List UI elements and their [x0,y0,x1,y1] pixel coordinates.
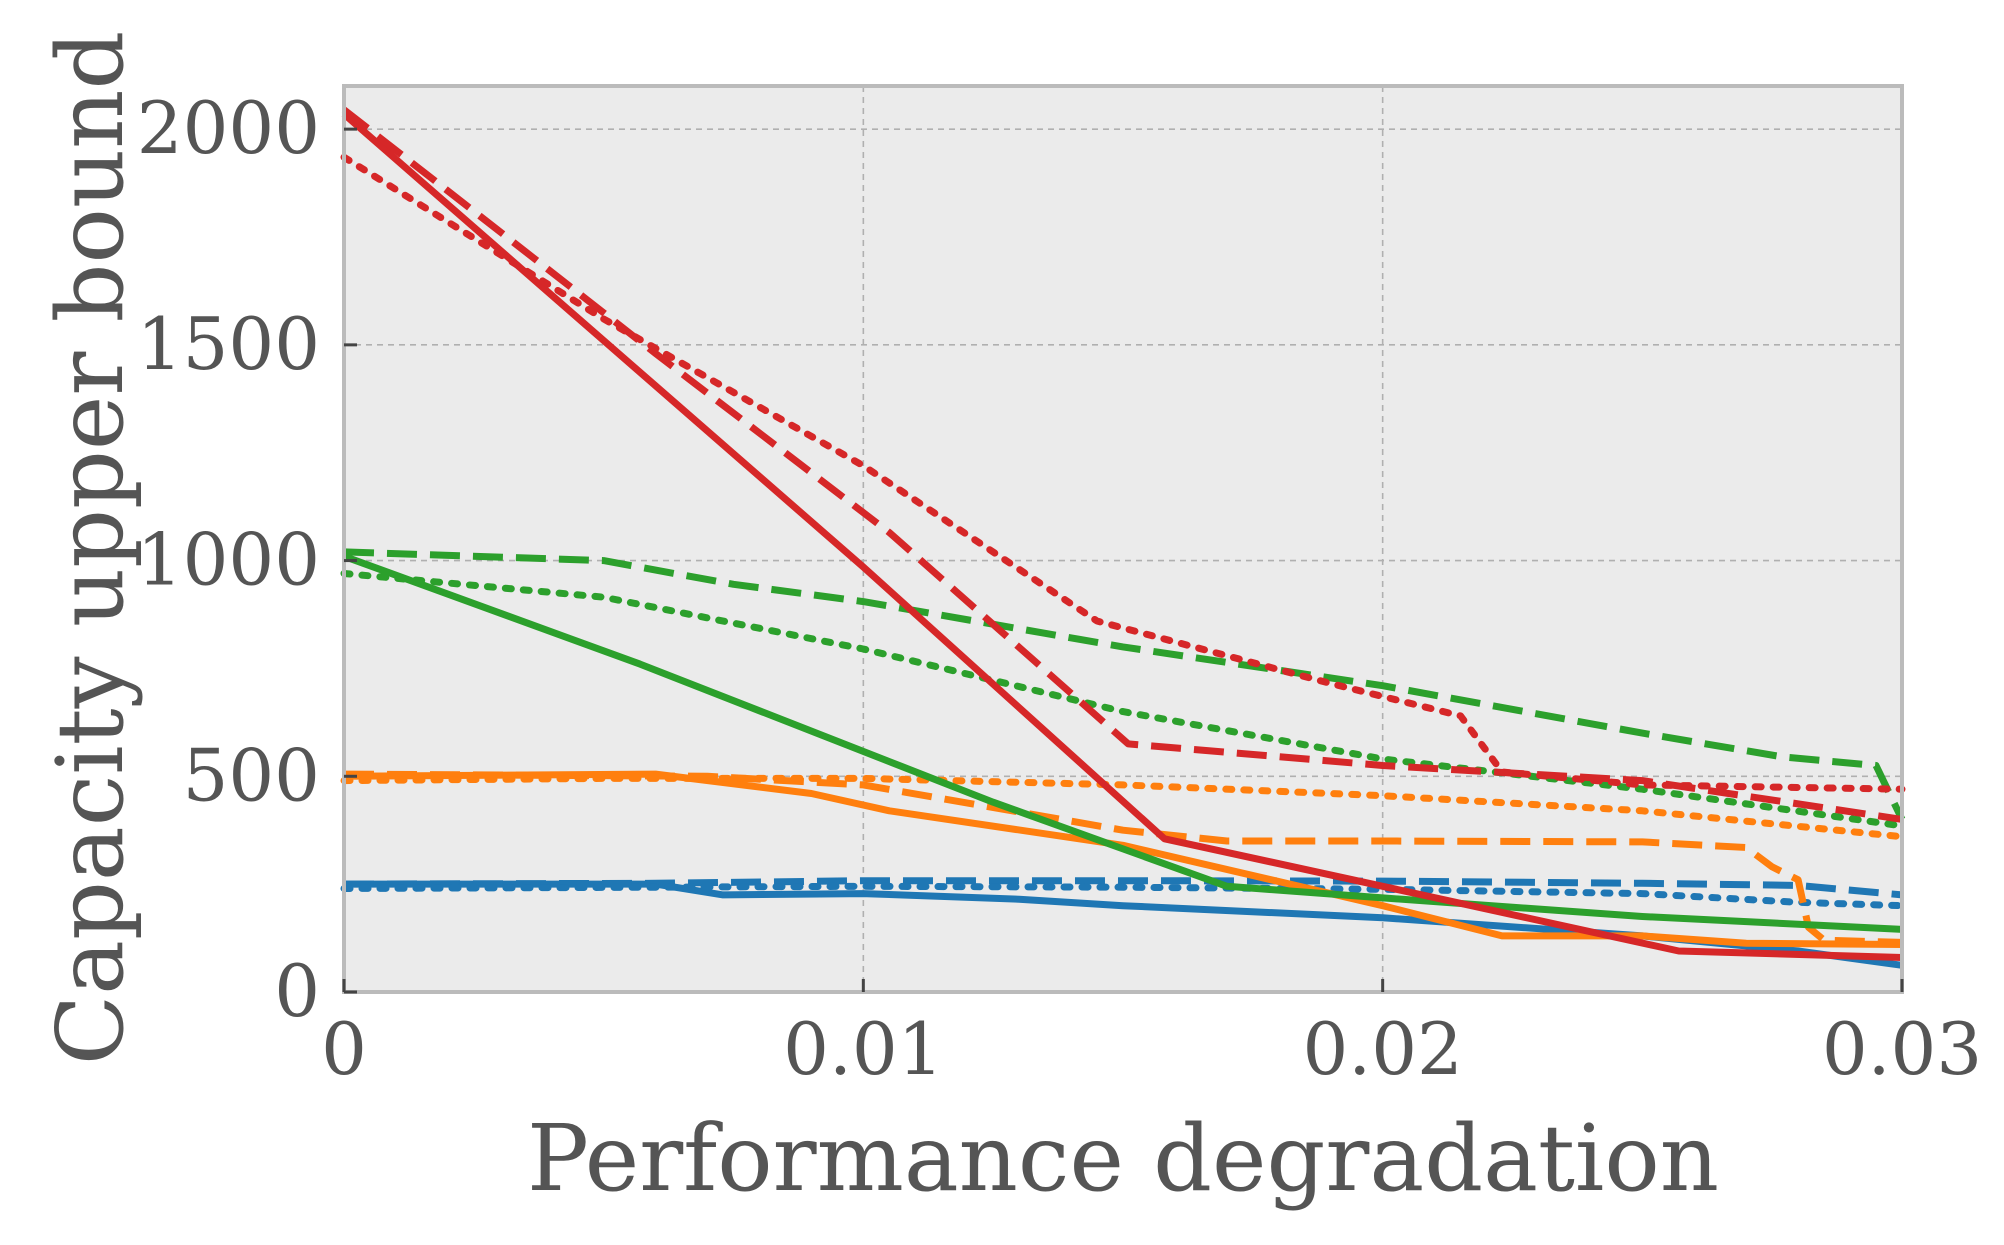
series-line-blue-dashed [343,877,1903,899]
x-tick-label: 0.01 [783,1007,943,1091]
x-axis-label: Performance degradation [527,1105,1719,1212]
series-line-orange-dotted [340,774,1906,841]
series-group [340,106,1906,969]
y-tick-label: 500 [183,733,320,817]
series-line-green-dotted [340,570,1906,830]
series-line-red-dashed [341,106,1903,823]
y-tick-label: 0 [274,949,320,1033]
plot-background [344,86,1902,992]
series-line-red-dotted [340,153,1906,793]
x-tick-label: 0.03 [1822,1007,1982,1091]
ticks: 0 0.01 0.02 0.03 0 500 1000 1500 2000 [137,86,1982,1091]
y-tick-label: 1000 [137,518,320,602]
x-tick-label: 0.02 [1303,1007,1463,1091]
series-line-orange-solid [343,770,1903,948]
y-tick-label: 1500 [137,302,320,386]
y-tick-label: 2000 [137,86,320,170]
grid [344,86,1902,992]
series-line-red-solid [341,111,1903,961]
series-line-green-solid [342,553,1903,933]
plot-frame [342,84,1904,994]
x-tick-label: 0 [321,1007,367,1091]
y-axis-label: Capacity upper bound [37,31,144,1066]
